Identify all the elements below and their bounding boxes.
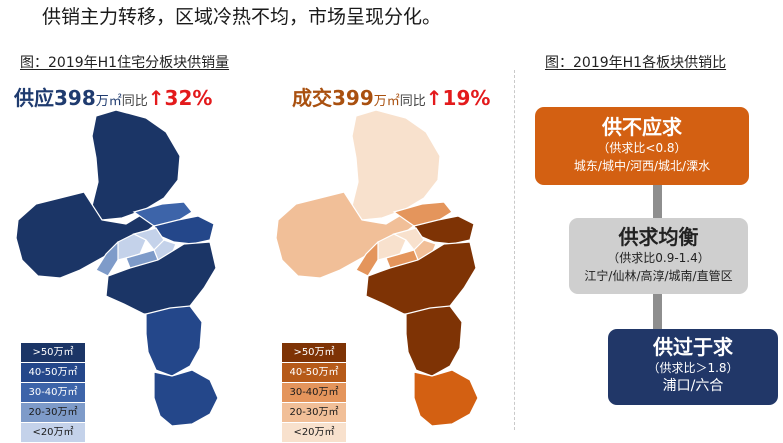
legend-item: 40-50万㎡ bbox=[282, 363, 346, 382]
oversupply-title: 供过于求 bbox=[653, 335, 733, 359]
deal-district-map bbox=[275, 109, 479, 427]
map-region-jiangning bbox=[105, 241, 217, 315]
legend-item: 30-40万㎡ bbox=[21, 383, 85, 402]
map-region-lishui bbox=[405, 305, 463, 377]
legend-item: <20万㎡ bbox=[21, 423, 85, 442]
deal-value: 399 bbox=[332, 86, 374, 110]
ratio-chart-title: 图：2019年H1各板块供销比 bbox=[545, 55, 727, 71]
supply-district-map bbox=[15, 109, 219, 427]
deal-stat: 成交399万㎡同比↑19% bbox=[292, 82, 490, 111]
map-region-gaochun bbox=[413, 369, 479, 427]
legend-item: 20-30万㎡ bbox=[282, 403, 346, 422]
map-region-lishui bbox=[145, 305, 203, 377]
supply-unit: 万㎡ bbox=[95, 94, 122, 109]
deal-unit: 万㎡ bbox=[373, 94, 400, 109]
balanced-ratio: （供求比0.9-1.4） bbox=[607, 251, 710, 265]
oversupply-box: 供过于求 （供求比＞1.8） 浦口/六合 bbox=[608, 329, 778, 405]
legend-item: >50万㎡ bbox=[282, 343, 346, 362]
balanced-box: 供求均衡 （供求比0.9-1.4） 江宁/仙林/高淳/城南/直管区 bbox=[569, 218, 748, 294]
deal-yoy-label: 同比 bbox=[399, 94, 426, 109]
supply-label: 供应 bbox=[14, 86, 54, 110]
balanced-districts: 江宁/仙林/高淳/城南/直管区 bbox=[584, 269, 733, 283]
supply-up-arrow-icon: ↑ bbox=[147, 86, 165, 110]
connector-line bbox=[653, 294, 662, 329]
deal-legend: >50万㎡ 40-50万㎡ 30-40万㎡ 20-30万㎡ <20万㎡ bbox=[282, 343, 346, 443]
headline: 供销主力转移，区域冷热不均，市场呈现分化。 bbox=[42, 6, 442, 28]
connector-line bbox=[653, 185, 662, 218]
oversupply-districts: 浦口/六合 bbox=[662, 378, 724, 394]
supply-value: 398 bbox=[54, 86, 96, 110]
map-region-jiangning bbox=[365, 241, 477, 315]
legend-item: >50万㎡ bbox=[21, 343, 85, 362]
legend-item: 20-30万㎡ bbox=[21, 403, 85, 422]
legend-item: 30-40万㎡ bbox=[282, 383, 346, 402]
undersupply-title: 供不应求 bbox=[602, 115, 682, 139]
undersupply-ratio: （供求比<0.8） bbox=[597, 141, 687, 155]
undersupply-districts: 城东/城中/河西/城北/溧水 bbox=[573, 159, 711, 173]
balanced-title: 供求均衡 bbox=[618, 225, 699, 249]
supply-legend: >50万㎡ 40-50万㎡ 30-40万㎡ 20-30万㎡ <20万㎡ bbox=[21, 343, 85, 443]
deal-label: 成交 bbox=[292, 86, 332, 110]
supply-stat: 供应398万㎡同比↑32% bbox=[14, 82, 212, 111]
legend-item: 40-50万㎡ bbox=[21, 363, 85, 382]
supply-yoy-pct: 32% bbox=[164, 86, 213, 110]
supply-yoy-label: 同比 bbox=[121, 94, 148, 109]
section-divider bbox=[514, 70, 515, 430]
map-region-xianlin bbox=[413, 215, 475, 245]
undersupply-box: 供不应求 （供求比<0.8） 城东/城中/河西/城北/溧水 bbox=[535, 107, 749, 185]
map-region-gaochun bbox=[153, 369, 219, 427]
deal-yoy-pct: 19% bbox=[442, 86, 491, 110]
legend-item: <20万㎡ bbox=[282, 423, 346, 442]
supply-map-title: 图：2019年H1住宅分板块供销量 bbox=[20, 55, 230, 71]
map-region-xianlin bbox=[153, 215, 215, 245]
deal-up-arrow-icon: ↑ bbox=[425, 86, 443, 110]
oversupply-ratio: （供求比＞1.8） bbox=[647, 361, 739, 375]
